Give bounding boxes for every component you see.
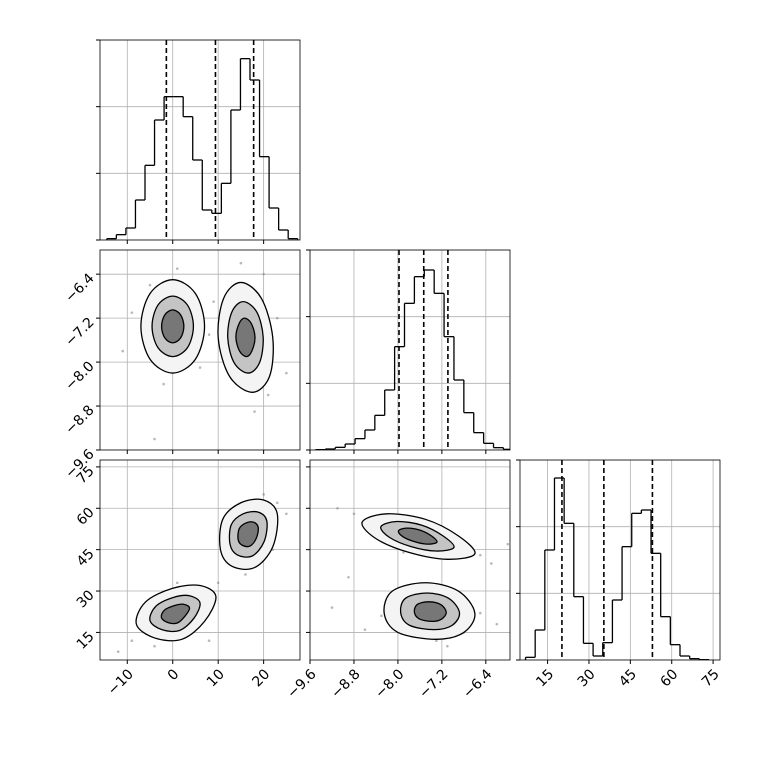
plot-area — [100, 460, 300, 660]
y-tick-label: 60 — [74, 505, 98, 529]
scatter-point — [207, 639, 211, 642]
y-tick-label: −8.8 — [62, 402, 97, 437]
scatter-point — [479, 553, 482, 557]
axes-frame — [519, 459, 721, 661]
scatter-point — [121, 349, 125, 353]
x-tick-label: 45 — [616, 666, 640, 690]
scatter-point — [239, 261, 243, 265]
plot-area — [310, 460, 510, 660]
scatter-point — [130, 639, 134, 642]
y-tick-label: −7.2 — [62, 314, 97, 349]
axes-frame — [99, 459, 301, 661]
scatter-point — [130, 311, 134, 314]
scatter-point — [285, 371, 288, 375]
scatter-point — [262, 272, 265, 276]
contour — [160, 603, 191, 625]
y-tick-label: 15 — [74, 629, 98, 653]
scatter-point — [212, 300, 215, 303]
scatter-point — [216, 581, 220, 585]
panel — [96, 39, 301, 244]
contour — [397, 527, 438, 545]
y-tick-label: −6.4 — [62, 270, 97, 305]
scatter-point — [435, 639, 438, 642]
panel: −9.6 −8.8 −8.0 −7.2 −6.4 — [284, 459, 511, 702]
contour — [237, 521, 259, 548]
scatter-point — [198, 366, 202, 369]
plot-area — [100, 40, 300, 240]
scatter-point — [262, 493, 265, 496]
scatter-point — [207, 333, 211, 336]
scatter-point — [148, 283, 152, 287]
contour — [235, 317, 256, 358]
x-tick-label: −6.4 — [460, 666, 495, 701]
scatter-point — [380, 614, 383, 618]
x-tick-label: −8.0 — [372, 666, 407, 701]
scatter-point — [153, 644, 156, 648]
x-tick-label: 75 — [699, 666, 723, 690]
panel: −9.6−8.8−8.0−7.2−6.4 — [62, 249, 301, 482]
scatter-point — [244, 573, 247, 576]
x-tick-label: 0 — [165, 666, 183, 684]
scatter-point — [275, 316, 279, 320]
x-tick-label: −8.8 — [328, 666, 363, 701]
y-tick-label: 30 — [74, 587, 98, 611]
x-tick-label: −10 — [105, 666, 137, 698]
axes-frame — [309, 459, 511, 661]
scatter-point — [479, 611, 482, 615]
scatter-point — [352, 512, 356, 516]
axes-frame — [99, 39, 301, 241]
scatter-point — [253, 410, 256, 413]
scatter-point — [363, 628, 367, 631]
scatter-point — [506, 542, 510, 546]
x-tick-label: −7.2 — [416, 666, 451, 701]
panel: 15 30 45 60 75 — [516, 459, 723, 690]
x-tick-label: 30 — [575, 666, 599, 690]
scatter-point — [336, 506, 339, 510]
x-tick-label: 10 — [204, 666, 228, 690]
y-tick-label: 45 — [74, 546, 98, 570]
scatter-point — [495, 622, 499, 626]
scatter-point — [162, 382, 165, 386]
scatter-point — [266, 393, 270, 397]
scatter-point — [285, 512, 288, 516]
scatter-point — [153, 437, 156, 441]
contour — [160, 309, 185, 344]
scatter-point — [330, 606, 334, 609]
scatter-point — [275, 501, 279, 505]
y-tick-label: −8.0 — [62, 358, 97, 393]
x-tick-label: 60 — [657, 666, 681, 690]
plot-area — [100, 250, 300, 450]
panel — [306, 249, 511, 454]
axes-frame — [99, 249, 301, 451]
contour — [413, 601, 447, 623]
x-tick-label: 20 — [249, 666, 273, 690]
x-tick-label: −9.6 — [284, 666, 319, 701]
plot-area — [520, 460, 720, 660]
scatter-point — [490, 562, 493, 565]
scatter-point — [446, 644, 449, 648]
scatter-point — [347, 575, 350, 579]
x-tick-label: 15 — [533, 666, 557, 690]
plot-area — [310, 250, 510, 450]
scatter-point — [116, 650, 120, 654]
scatter-point — [175, 267, 179, 270]
scatter-point — [402, 551, 405, 554]
scatter-point — [175, 581, 179, 585]
axes-frame — [309, 249, 511, 451]
